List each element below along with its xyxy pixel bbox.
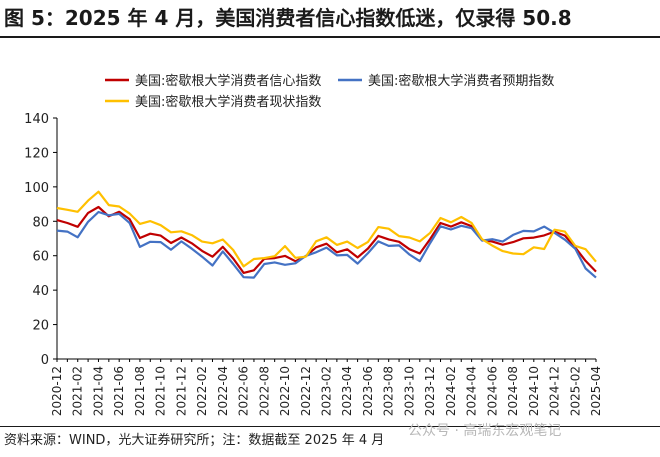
watermark-text: 公众号 · 高瑞东宏观笔记 bbox=[408, 423, 562, 439]
y-tick-label: 40 bbox=[32, 284, 49, 299]
y-tick-label: 80 bbox=[32, 215, 49, 230]
x-tick-label: 2023-08 bbox=[382, 366, 396, 416]
x-tick-label: 2024-02 bbox=[444, 366, 458, 416]
legend-entry: 美国:密歇根大学消费者现状指数 bbox=[135, 94, 321, 110]
x-tick-label: 2024-12 bbox=[548, 366, 562, 416]
title-divider bbox=[0, 36, 660, 38]
x-tick-label: 2021-04 bbox=[91, 366, 105, 416]
x-tick-label: 2025-04 bbox=[589, 366, 603, 416]
footer-divider bbox=[0, 426, 660, 427]
x-tick-label: 2024-08 bbox=[506, 366, 520, 416]
x-tick-label: 2024-10 bbox=[527, 366, 541, 416]
series-line bbox=[56, 190, 597, 268]
x-tick-label: 2021-10 bbox=[154, 366, 168, 416]
source-note: 资料来源：WIND，光大证券研究所；注：数据截至 2025 年 4 月 bbox=[4, 433, 385, 448]
series-line bbox=[56, 205, 597, 274]
x-tick-label: 2021-08 bbox=[133, 366, 147, 416]
x-tick-label: 2023-04 bbox=[340, 366, 354, 416]
x-tick-label: 2022-10 bbox=[278, 366, 292, 416]
legend-entry: 美国:密歇根大学消费者信心指数 bbox=[135, 73, 321, 89]
x-tick-label: 2022-08 bbox=[257, 366, 271, 416]
page-title: 图 5：2025 年 4 月，美国消费者信心指数低迷，仅录得 50.8 bbox=[4, 6, 572, 30]
legend: 美国:密歇根大学消费者信心指数 美国:密歇根大学消费者预期指数美国:密歇根大学消费… bbox=[105, 73, 554, 110]
y-tick-label: 0 bbox=[41, 353, 49, 368]
x-tick-label: 2023-12 bbox=[423, 366, 437, 416]
y-tick-label: 100 bbox=[24, 181, 49, 196]
x-tick-label: 2023-06 bbox=[361, 366, 375, 416]
series-line bbox=[56, 210, 597, 279]
x-tick-label: 2020-12 bbox=[50, 366, 64, 416]
x-tick-label: 2021-02 bbox=[71, 366, 85, 416]
y-tick-label: 140 bbox=[24, 112, 49, 127]
x-tick-label: 2023-02 bbox=[320, 366, 334, 416]
y-tick-label: 120 bbox=[24, 146, 49, 161]
x-tick-label: 2022-06 bbox=[237, 366, 251, 416]
x-tick-label: 2022-02 bbox=[195, 366, 209, 416]
x-tick-label: 2022-04 bbox=[216, 366, 230, 416]
legend-entry: 美国:密歇根大学消费者预期指数 bbox=[368, 73, 554, 89]
x-tick-label: 2023-10 bbox=[402, 366, 416, 416]
line-chart: 美国:密歇根大学消费者信心指数 美国:密歇根大学消费者预期指数美国:密歇根大学消费… bbox=[24, 73, 603, 416]
y-tick-label: 60 bbox=[32, 250, 49, 265]
x-tick-label: 2021-12 bbox=[174, 366, 188, 416]
x-tick-label: 2021-06 bbox=[112, 366, 126, 416]
x-tick-label: 2022-12 bbox=[299, 366, 313, 416]
y-tick-label: 20 bbox=[32, 319, 49, 334]
x-tick-label: 2024-06 bbox=[485, 366, 499, 416]
chart-series bbox=[56, 190, 597, 279]
x-tick-label: 2025-02 bbox=[568, 366, 582, 416]
chart-axes: 0 20 40 60 80 100 120 140 2020-12 2021-02 2021-04 2… bbox=[24, 112, 603, 416]
x-tick-label: 2024-04 bbox=[465, 366, 479, 416]
